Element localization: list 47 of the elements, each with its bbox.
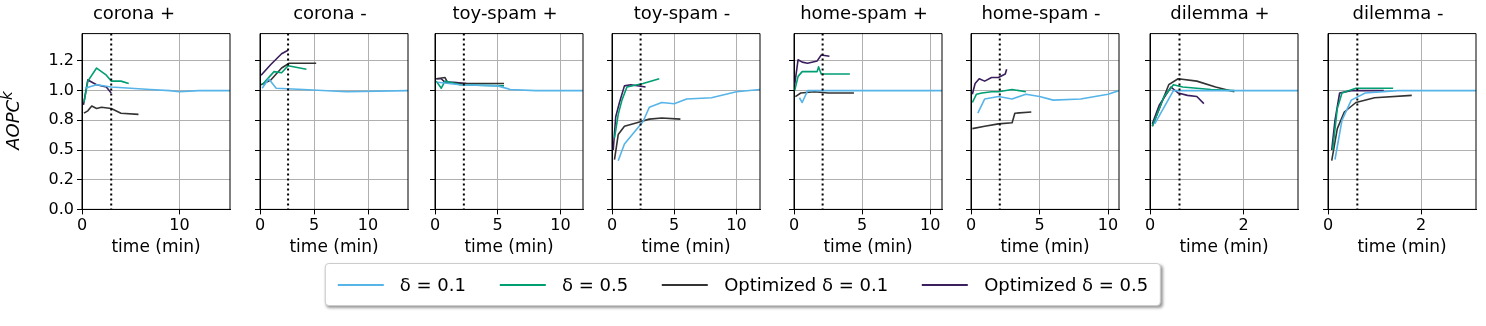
x-tick-label: 10 — [726, 215, 747, 235]
legend-label: δ = 0.5 — [561, 274, 629, 295]
chart-title: corona + — [92, 2, 176, 24]
x-axis-title: time (min) — [111, 236, 201, 257]
x-axis-title: time (min) — [1357, 236, 1447, 257]
y-tick-label: 0.0 — [48, 198, 74, 218]
x-axis-title: time (min) — [1179, 236, 1269, 257]
y-tick-label: 0.2 — [48, 168, 74, 188]
x-axis-title: time (min) — [1000, 236, 1090, 257]
x-tick-label: 10 — [357, 215, 379, 235]
chart-title: home-spam + — [800, 2, 928, 24]
x-tick-label: 10 — [169, 215, 190, 235]
chart-title: corona - — [293, 2, 367, 24]
x-axis-title: time (min) — [464, 236, 554, 257]
x-tick-label: 10 — [550, 215, 571, 235]
x-tick-label: 0 — [788, 215, 800, 235]
x-tick-label: 2 — [1238, 215, 1249, 235]
chart-title: toy-spam - — [633, 2, 731, 24]
x-tick-label: 0 — [429, 215, 441, 235]
x-tick-label: 0 — [606, 215, 618, 235]
chart-title: dilemma - — [1352, 2, 1444, 24]
y-tick-label: 1.2 — [48, 50, 74, 70]
y-tick-label: 0.5 — [48, 139, 74, 159]
x-axis-title: time (min) — [823, 236, 913, 257]
legend-label: Optimized δ = 0.1 — [724, 274, 889, 295]
x-tick-label: 0 — [76, 215, 88, 235]
x-tick-label: 5 — [1034, 215, 1045, 235]
x-tick-label: 10 — [1097, 215, 1119, 235]
x-tick-label: 0 — [965, 215, 977, 235]
x-tick-label: 0 — [1322, 215, 1334, 235]
x-tick-label: 0 — [1144, 215, 1156, 235]
legend-label: δ = 0.1 — [399, 274, 466, 295]
x-tick-label: 5 — [669, 215, 680, 235]
chart-title: dilemma + — [1170, 2, 1270, 24]
x-tick-label: 5 — [308, 215, 320, 235]
x-tick-label: 2 — [1415, 215, 1427, 235]
x-tick-label: 5 — [492, 215, 503, 235]
legend-label: Optimized δ = 0.5 — [984, 274, 1149, 295]
chart-title: home-spam - — [981, 2, 1101, 24]
chart-title: toy-spam + — [452, 2, 558, 24]
x-axis-title: time (min) — [641, 236, 731, 257]
y-tick-label: 1.0 — [48, 79, 74, 99]
x-axis-title: time (min) — [289, 236, 379, 257]
x-tick-label: 10 — [920, 215, 941, 235]
x-tick-label: 5 — [857, 215, 868, 235]
y-tick-label: 0.8 — [48, 109, 74, 129]
x-tick-label: 0 — [254, 215, 266, 235]
